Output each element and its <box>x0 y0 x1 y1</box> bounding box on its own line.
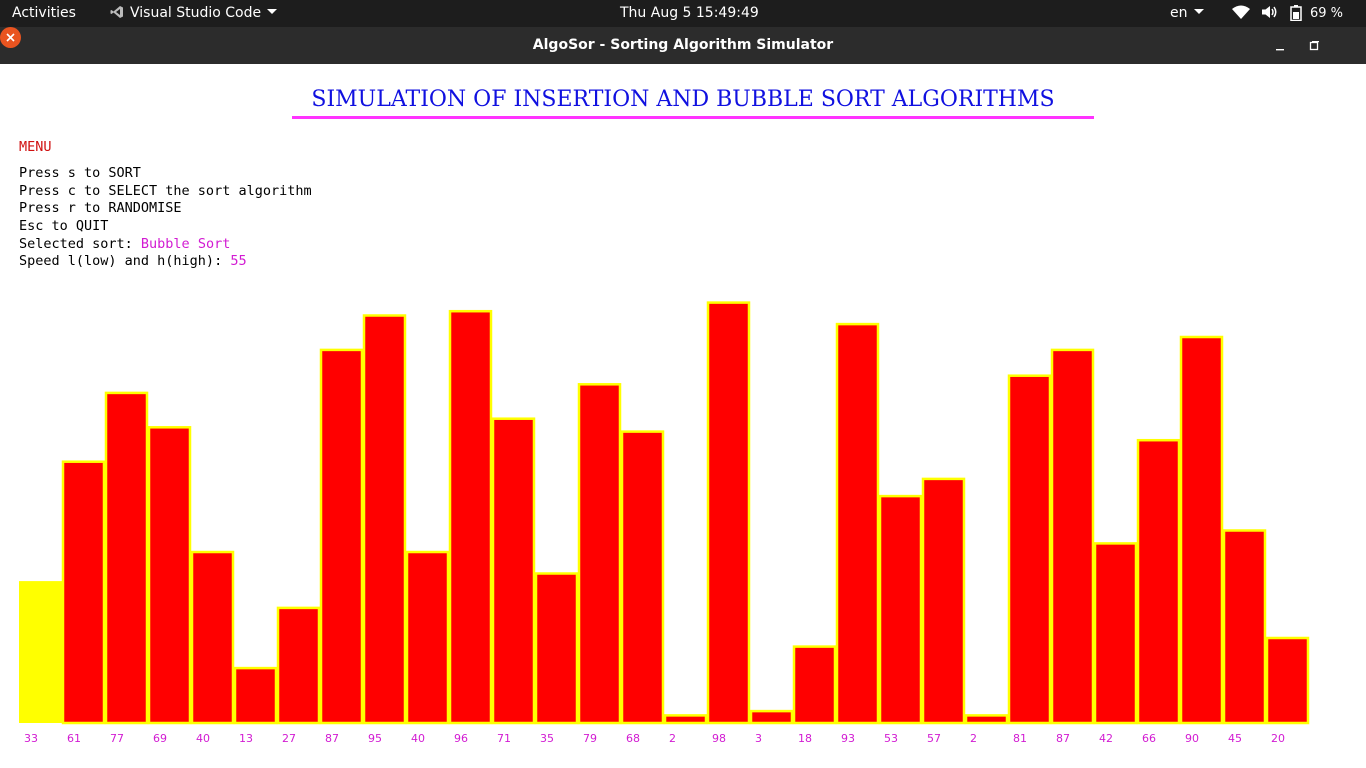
chart-bar <box>706 301 751 725</box>
chart-bar <box>792 645 837 725</box>
chart-bar <box>19 581 62 723</box>
system-top-bar: Activities Visual Studio Code Thu Aug 5 … <box>0 0 1366 27</box>
window-title: AlgoSor - Sorting Algorithm Simulator <box>532 37 834 53</box>
chart-bar <box>1179 335 1224 725</box>
menu-label: MENU <box>19 139 52 155</box>
chart-bar <box>1007 374 1052 725</box>
volume-icon[interactable] <box>1261 5 1279 19</box>
chart-bar <box>362 314 407 725</box>
bar-value-label: 95 <box>368 732 382 745</box>
chart-bar <box>491 417 536 725</box>
app-menu[interactable]: Visual Studio Code <box>110 5 278 22</box>
close-icon <box>6 33 15 42</box>
bar-value-label: 27 <box>282 732 296 745</box>
speed-label: Speed l(low) and h(high): <box>19 253 231 269</box>
bar-value-label: 57 <box>927 732 941 745</box>
instruction-sort: Press s to SORT <box>19 165 141 181</box>
bar-value-label: 90 <box>1185 732 1199 745</box>
close-button[interactable] <box>0 27 21 48</box>
bar-value-label: 45 <box>1228 732 1242 745</box>
speed-value: 55 <box>230 253 247 269</box>
language-label: en <box>1170 5 1188 21</box>
chart-bar <box>921 477 966 725</box>
chart-bar <box>147 426 192 725</box>
bar-value-label: 2 <box>970 732 977 745</box>
language-menu[interactable]: en <box>1170 5 1204 22</box>
bar-value-label: 87 <box>1056 732 1070 745</box>
bar-value-label: 98 <box>712 732 726 745</box>
chart-bar <box>749 709 794 725</box>
chart-bar <box>964 714 1009 725</box>
bar-value-label: 87 <box>325 732 339 745</box>
wifi-icon[interactable] <box>1232 5 1250 19</box>
bar-value-label: 77 <box>110 732 124 745</box>
vscode-icon <box>110 6 123 18</box>
chart-bar <box>405 550 450 725</box>
chevron-down-icon <box>267 9 278 14</box>
maximize-button[interactable] <box>1304 36 1324 56</box>
bar-value-label: 81 <box>1013 732 1027 745</box>
bar-value-label: 13 <box>239 732 253 745</box>
bar-value-label: 61 <box>67 732 81 745</box>
selected-sort-value: Bubble Sort <box>140 236 231 252</box>
instruction-quit: Esc to QUIT <box>19 218 109 234</box>
app-menu-label: Visual Studio Code <box>130 5 262 21</box>
chart-bar <box>104 391 149 725</box>
bar-value-label: 40 <box>196 732 210 745</box>
chart-bar <box>61 460 106 725</box>
selected-sort-label: Selected sort: <box>19 236 141 252</box>
title-underline <box>292 116 1094 119</box>
chart-bar <box>835 322 880 725</box>
bar-value-label: 42 <box>1099 732 1113 745</box>
bar-value-label: 53 <box>884 732 898 745</box>
battery-icon[interactable] <box>1290 5 1302 21</box>
minimize-button[interactable] <box>1270 36 1290 56</box>
bar-value-label: 18 <box>798 732 812 745</box>
chart-bar <box>534 572 579 725</box>
chart-bar <box>663 714 708 725</box>
chart-bar <box>1222 529 1267 725</box>
bar-value-label: 79 <box>583 732 597 745</box>
bar-value-label: 71 <box>497 732 511 745</box>
bar-chart: 33 61 77 69 40 13 27 87 95 40 96 71 35 79 68 2 98 3 18 93 53… <box>19 301 1310 745</box>
bar-value-label: 66 <box>1142 732 1156 745</box>
window-title-bar[interactable]: AlgoSor - Sorting Algorithm Simulator <box>0 27 1366 64</box>
chart-bar <box>319 348 364 725</box>
chevron-down-icon <box>1193 9 1204 14</box>
chart-bar <box>190 550 235 725</box>
selected-sort-line: Selected sort: Bubble Sort <box>19 236 230 253</box>
chart-bar <box>577 383 622 725</box>
chart-bar <box>276 606 321 725</box>
page-title: SIMULATION OF INSERTION AND BUBBLE SORT … <box>311 87 1055 112</box>
bar-value-label: 33 <box>24 732 38 745</box>
bar-value-label: 20 <box>1271 732 1285 745</box>
bar-value-label: 93 <box>841 732 855 745</box>
chart-bar <box>878 494 923 725</box>
chart-bar <box>1050 348 1095 725</box>
chart-bar <box>1136 438 1181 725</box>
chart-bar <box>620 430 665 725</box>
chart-bar <box>448 309 493 725</box>
bar-value-label: 2 <box>669 732 676 745</box>
instruction-randomise: Press r to RANDOMISE <box>19 200 182 216</box>
bar-value-label: 96 <box>454 732 468 745</box>
instruction-select: Press c to SELECT the sort algorithm <box>19 183 312 199</box>
bar-value-label: 40 <box>411 732 425 745</box>
chart-bar <box>233 666 278 725</box>
speed-line: Speed l(low) and h(high): 55 <box>19 253 247 270</box>
chart-bar <box>1265 636 1310 725</box>
chart-bar <box>1093 542 1138 725</box>
bar-value-label: 3 <box>755 732 762 745</box>
bar-value-label: 35 <box>540 732 554 745</box>
activities-button[interactable]: Activities <box>12 5 76 21</box>
clock[interactable]: Thu Aug 5 15:49:49 <box>620 5 759 21</box>
bar-value-label: 69 <box>153 732 167 745</box>
bar-value-label: 68 <box>626 732 640 745</box>
battery-percentage[interactable]: 69 % <box>1310 6 1344 21</box>
